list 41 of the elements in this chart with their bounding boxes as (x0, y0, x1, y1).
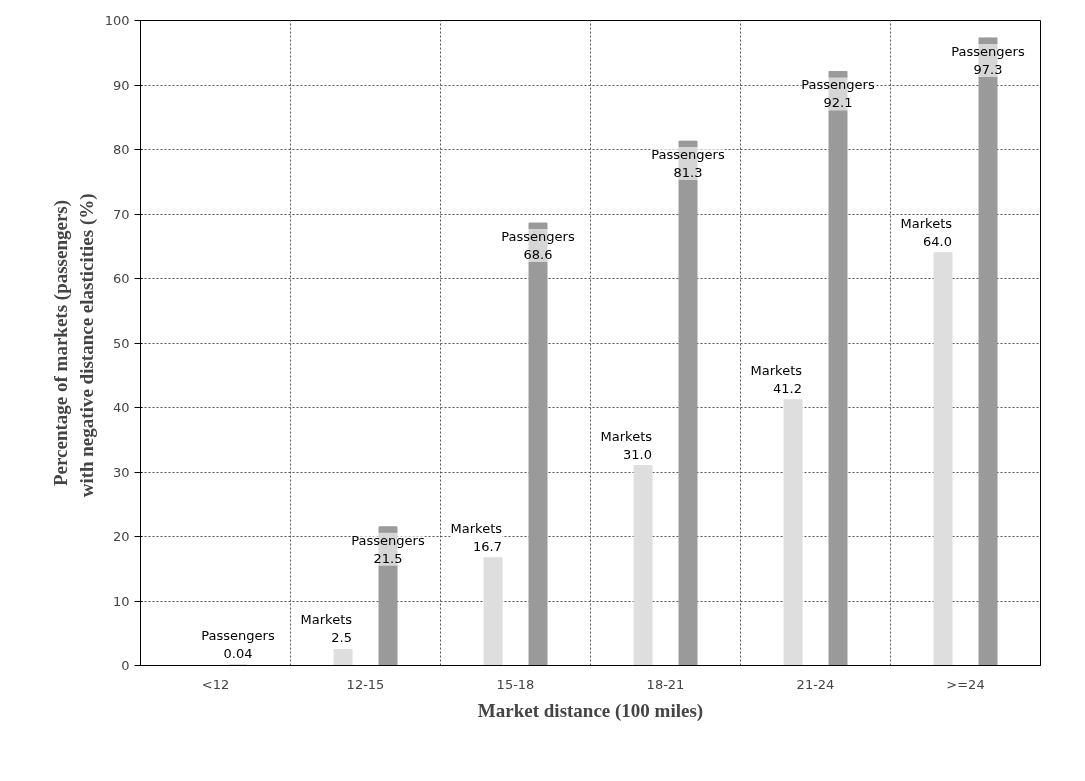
data-label: 81.3 (673, 165, 703, 181)
data-label: 92.1 (823, 95, 853, 111)
text: Passengers (201, 628, 275, 644)
y-axis-title: Percentage of markets (passengers) with negative distance elasticities (%) (50, 193, 98, 498)
data-label: 2.5 (331, 630, 353, 646)
y-tick-label: 0 (121, 658, 130, 673)
data-label: 0.04 (223, 646, 253, 662)
data-label: 97.3 (973, 61, 1003, 77)
y-tick-label: 100 (104, 13, 130, 28)
data-label: 21.5 (373, 550, 403, 566)
text: Markets (600, 428, 653, 444)
text: Passengers (801, 77, 875, 93)
x-tick-label: 21-24 (796, 676, 835, 692)
text: Passengers (951, 43, 1025, 59)
x-tick-label: 18-21 (646, 676, 685, 692)
y-tick-label: 50 (112, 335, 130, 351)
y-tick-label: 60 (112, 271, 130, 286)
y-tick-label: 80 (112, 142, 130, 157)
series-label: Markets (300, 612, 353, 628)
y-tick-label: 40 (112, 400, 130, 415)
x-tick-label: <12 (201, 676, 230, 692)
y-tick-label: 70 (112, 206, 130, 222)
data-label: 31.0 (623, 446, 653, 462)
y-tick-label: 30 (112, 464, 130, 480)
text: Passengers (501, 229, 575, 245)
text: Markets (900, 215, 953, 231)
y-tick-label: 10 (112, 593, 130, 609)
y-tick-label: 90 (112, 77, 130, 93)
y-tick-label: 20 (112, 529, 130, 544)
x-tick-label: 12-15 (346, 676, 385, 692)
series-label: Passengers (351, 532, 425, 548)
text: Markets (750, 362, 803, 378)
x-tick-label: 15-18 (496, 676, 535, 692)
data-label: 68.6 (523, 247, 553, 263)
data-label: 64.0 (923, 233, 953, 249)
x-axis-title: Market distance (100 miles) (477, 699, 704, 722)
data-label: 16.7 (473, 538, 503, 554)
text: Markets (450, 520, 503, 536)
x-tick-label: >=24 (946, 676, 985, 692)
data-label: 41.2 (773, 380, 803, 396)
text: Passengers (651, 147, 725, 163)
